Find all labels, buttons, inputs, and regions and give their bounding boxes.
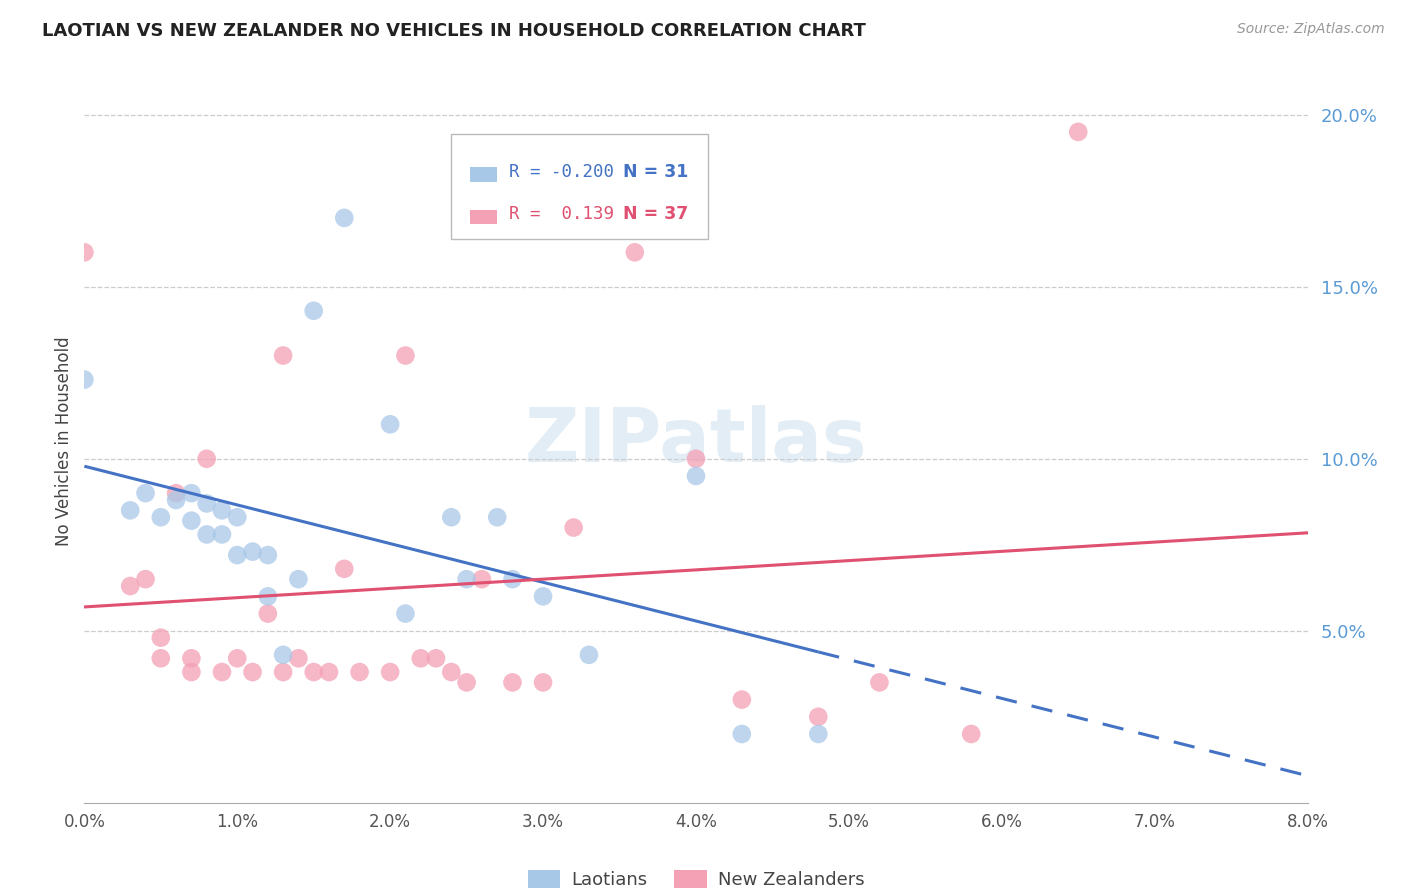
Point xyxy=(333,211,356,225)
Point xyxy=(257,607,280,621)
Point xyxy=(149,631,172,645)
Point xyxy=(1067,125,1090,139)
Point xyxy=(195,451,218,466)
FancyBboxPatch shape xyxy=(451,135,709,239)
Point xyxy=(578,648,600,662)
Point xyxy=(226,510,249,524)
Point xyxy=(456,572,478,586)
Point xyxy=(211,527,233,541)
Text: R = -0.200: R = -0.200 xyxy=(509,162,614,180)
Point xyxy=(380,417,402,432)
Point xyxy=(211,503,233,517)
Point xyxy=(135,486,157,500)
Point xyxy=(731,727,754,741)
Point xyxy=(349,665,371,679)
Point xyxy=(440,665,463,679)
Point xyxy=(120,503,142,517)
Point xyxy=(195,527,218,541)
Point xyxy=(287,651,309,665)
Point xyxy=(180,665,202,679)
Point xyxy=(257,548,280,562)
Point xyxy=(287,572,309,586)
Point xyxy=(195,496,218,510)
FancyBboxPatch shape xyxy=(470,211,496,225)
Point xyxy=(271,349,294,363)
Point xyxy=(135,572,157,586)
Point xyxy=(149,510,172,524)
Point xyxy=(456,675,478,690)
Point xyxy=(318,665,340,679)
Point xyxy=(471,572,494,586)
Point xyxy=(257,590,280,604)
Point xyxy=(226,548,249,562)
Point xyxy=(380,665,402,679)
Point xyxy=(685,469,707,483)
Text: LAOTIAN VS NEW ZEALANDER NO VEHICLES IN HOUSEHOLD CORRELATION CHART: LAOTIAN VS NEW ZEALANDER NO VEHICLES IN … xyxy=(42,22,866,40)
Point xyxy=(486,510,509,524)
Point xyxy=(73,373,96,387)
Point xyxy=(502,572,524,586)
Point xyxy=(180,514,202,528)
Text: N = 37: N = 37 xyxy=(623,205,688,224)
Point xyxy=(624,245,647,260)
Point xyxy=(960,727,983,741)
Point xyxy=(180,651,202,665)
Point xyxy=(731,692,754,706)
Point xyxy=(685,451,707,466)
Point xyxy=(502,675,524,690)
Y-axis label: No Vehicles in Household: No Vehicles in Household xyxy=(55,336,73,547)
Point xyxy=(807,710,830,724)
Point xyxy=(73,245,96,260)
FancyBboxPatch shape xyxy=(470,167,496,181)
Text: N = 31: N = 31 xyxy=(623,162,688,180)
Point xyxy=(242,544,264,558)
Point xyxy=(271,665,294,679)
Point xyxy=(869,675,891,690)
Text: Source: ZipAtlas.com: Source: ZipAtlas.com xyxy=(1237,22,1385,37)
Legend: Laotians, New Zealanders: Laotians, New Zealanders xyxy=(520,863,872,892)
Point xyxy=(211,665,233,679)
Point xyxy=(409,651,432,665)
Point xyxy=(440,510,463,524)
Text: ZIPatlas: ZIPatlas xyxy=(524,405,868,478)
Point xyxy=(531,675,554,690)
Point xyxy=(425,651,447,665)
Point xyxy=(149,651,172,665)
Point xyxy=(165,493,187,508)
Point xyxy=(226,651,249,665)
Point xyxy=(271,648,294,662)
Point xyxy=(302,303,325,318)
Point xyxy=(333,562,356,576)
Point xyxy=(531,590,554,604)
Point xyxy=(302,665,325,679)
Point xyxy=(180,486,202,500)
Point xyxy=(807,727,830,741)
Point xyxy=(394,607,416,621)
Point xyxy=(394,349,416,363)
Point xyxy=(120,579,142,593)
Text: R =  0.139: R = 0.139 xyxy=(509,205,614,224)
Point xyxy=(242,665,264,679)
Point xyxy=(165,486,187,500)
Point xyxy=(562,520,585,534)
